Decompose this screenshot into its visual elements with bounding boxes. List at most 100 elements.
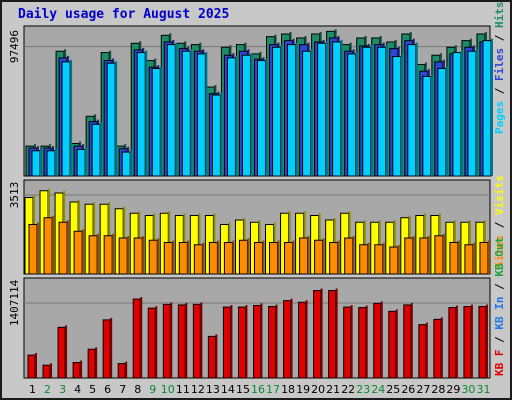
- bar-pages-12: [196, 51, 208, 177]
- bar-sites-4: [73, 229, 85, 275]
- bar-sites-25-shade: [397, 245, 400, 274]
- bar-pages-10-shade: [175, 42, 178, 176]
- bar-pages-1: [31, 148, 42, 177]
- bar-sites-20: [314, 238, 325, 275]
- bar-pages-19-body: [302, 50, 312, 177]
- bar-sites-12-shade: [202, 242, 205, 274]
- day-label-12: 12: [191, 383, 205, 396]
- bar-sites-15: [238, 238, 250, 275]
- bar-kbf-14: [222, 305, 233, 379]
- bar-sites-12-body: [193, 244, 203, 275]
- bar-sites-21: [329, 240, 340, 275]
- bar-kbf-30-body: [463, 306, 472, 379]
- bar-kbf-17-body: [268, 306, 277, 379]
- day-label-5: 5: [89, 383, 96, 396]
- bar-pages-2: [46, 148, 58, 177]
- day-label-7: 7: [119, 383, 126, 396]
- day-label-8: 8: [134, 383, 141, 396]
- bar-kbf-20-body: [313, 290, 322, 379]
- bar-sites-31-body: [479, 242, 489, 275]
- bar-pages-5-shade: [100, 122, 103, 176]
- bar-pages-29: [452, 50, 463, 177]
- bar-sites-3: [58, 220, 70, 275]
- bar-kbf-27-shade: [425, 322, 428, 378]
- bar-kbf-18: [283, 298, 293, 379]
- day-label-15: 15: [236, 383, 250, 396]
- day-label-26: 26: [401, 383, 415, 396]
- bar-pages-8-shade: [145, 50, 148, 176]
- bar-pages-21: [332, 39, 343, 177]
- bar-kbf-16-body: [252, 304, 261, 379]
- bar-sites-6-body: [103, 235, 113, 275]
- bar-pages-7: [121, 150, 133, 177]
- bar-pages-12-shade: [205, 51, 208, 176]
- chart-title: Daily usage for August 2025: [18, 7, 230, 22]
- bar-pages-23: [362, 45, 373, 177]
- bar-sites-5: [88, 233, 100, 275]
- bar-kbf-25-shade: [395, 309, 398, 378]
- legend-hits: Hits: [493, 2, 506, 29]
- bar-kbf-15-shade: [245, 305, 248, 378]
- bar-pages-22-body: [347, 53, 357, 177]
- day-label-25: 25: [386, 383, 400, 396]
- bar-sites-26: [404, 236, 415, 275]
- bar-pages-18-shade: [295, 42, 298, 176]
- bar-kbf-29: [448, 305, 458, 379]
- bar-pages-1-shade: [40, 148, 42, 176]
- day-label-23: 23: [356, 383, 370, 396]
- day-label-1: 1: [29, 383, 36, 396]
- bar-kbf-26-body: [403, 304, 412, 379]
- bar-pages-28-shade: [445, 66, 448, 176]
- bar-kbf-31-shade: [485, 304, 488, 378]
- bar-sites-2-body: [43, 217, 53, 275]
- bar-pages-17-body: [272, 46, 282, 177]
- bar-sites-16: [253, 240, 265, 275]
- bar-kbf-31-body: [478, 306, 487, 379]
- bar-pages-22: [347, 51, 358, 177]
- bar-sites-14: [223, 240, 235, 275]
- day-label-31: 31: [476, 383, 490, 396]
- bar-pages-12-body: [196, 53, 206, 177]
- bar-kbf-5: [87, 347, 98, 379]
- bar-sites-1-shade: [37, 222, 39, 274]
- bar-sites-12: [193, 242, 205, 275]
- day-label-17: 17: [266, 383, 280, 396]
- bar-sites-14-body: [223, 242, 233, 275]
- day-label-6: 6: [104, 383, 111, 396]
- legend-visits: Visits: [493, 175, 506, 215]
- bar-pages-3-shade: [70, 59, 73, 176]
- bar-pages-2-body: [46, 150, 56, 177]
- bar-sites-20-body: [314, 239, 324, 275]
- bar-pages-14-shade: [235, 55, 238, 176]
- bar-pages-21-body: [332, 41, 342, 177]
- bar-pages-24-body: [377, 46, 387, 177]
- bar-sites-19-shade: [307, 236, 310, 274]
- bar-pages-16-body: [256, 60, 266, 177]
- bar-kbf-11-body: [177, 304, 186, 379]
- bar-kbf-16-shade: [260, 303, 263, 378]
- legend-kb-in: KB In: [493, 297, 506, 330]
- bar-pages-18-body: [287, 44, 297, 177]
- bar-pages-27: [422, 74, 433, 177]
- bar-pages-10-body: [166, 44, 176, 177]
- bar-pages-4-shade: [85, 147, 88, 176]
- bar-sites-5-body: [88, 235, 98, 275]
- bar-kbf-29-shade: [455, 305, 458, 378]
- bar-pages-8-body: [136, 52, 146, 177]
- bar-kbf-2-body: [42, 364, 51, 379]
- legend-sites: Sites: [493, 235, 506, 268]
- bar-sites-24: [374, 242, 385, 275]
- bar-sites-19: [299, 236, 310, 275]
- bar-kbf-7-shade: [125, 361, 128, 378]
- bar-sites-9-body: [148, 239, 158, 275]
- day-label-16: 16: [251, 383, 265, 396]
- bar-pages-7-body: [121, 151, 131, 177]
- bar-pages-5-body: [91, 123, 101, 177]
- bar-kbf-12-shade: [200, 302, 203, 378]
- bar-sites-15-shade: [247, 238, 250, 274]
- bar-kbf-14-shade: [230, 305, 233, 378]
- bar-kbf-22-shade: [350, 305, 353, 378]
- bar-sites-16-body: [253, 242, 263, 275]
- bar-sites-4-body: [73, 230, 83, 275]
- bar-sites-21-shade: [337, 240, 340, 274]
